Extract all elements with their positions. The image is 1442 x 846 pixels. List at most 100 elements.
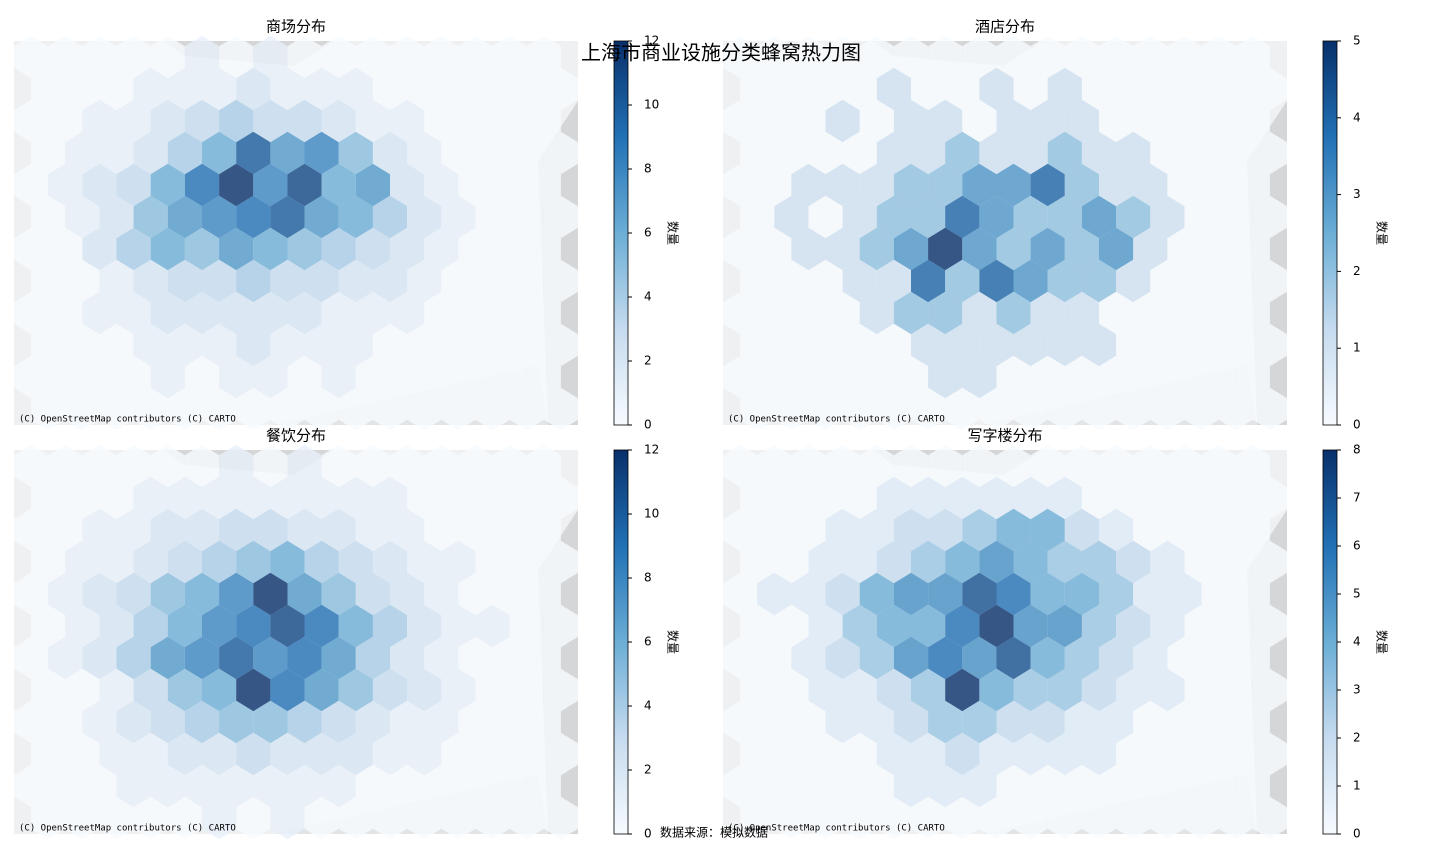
colorbar-tick-label: 0 [644, 827, 652, 841]
hex-cell [1081, 67, 1117, 111]
hex-cell [791, 764, 826, 808]
hex-cell [1047, 195, 1082, 239]
hex-cell [1013, 604, 1048, 648]
hex-cell [475, 604, 510, 648]
hex-cell [287, 444, 322, 488]
colorbar-tick-label: 2 [644, 763, 652, 777]
hex-cell [150, 572, 185, 616]
hex-cell [1252, 387, 1287, 431]
hex-cell [740, 476, 775, 520]
hex-cell [270, 259, 305, 303]
hex-cell [219, 35, 254, 79]
hex-cell [859, 572, 894, 616]
colorbar-label: 数量 [1375, 630, 1390, 654]
hex-cell [1252, 796, 1287, 840]
hex-cell [133, 387, 168, 431]
hex-cell [492, 227, 527, 271]
hex-cell [757, 764, 792, 808]
hex-cell [253, 355, 288, 399]
hex-cell [842, 67, 877, 111]
hex-cell [424, 355, 459, 399]
colorbar-tick-label: 12 [644, 443, 659, 457]
colorbar-tick-label: 5 [1353, 587, 1361, 601]
hex-cell [287, 227, 322, 271]
hex-cell [723, 700, 758, 744]
hex-cell [1133, 572, 1168, 616]
hex-cell [962, 700, 997, 744]
hex-cell [962, 291, 997, 335]
hex-cell [723, 35, 758, 79]
hex-cell [82, 508, 117, 552]
hex-cell [526, 700, 561, 744]
hex-cell [167, 604, 202, 648]
hex-cell [116, 99, 151, 143]
hex-cell [1116, 323, 1151, 367]
hex-cell [475, 540, 510, 584]
colorbar-tick-label: 6 [644, 226, 652, 240]
hex-cell [441, 67, 476, 111]
hex-cell [1150, 387, 1185, 431]
hex-cell [304, 195, 339, 239]
hex-cell [928, 163, 963, 207]
hex-cell [996, 291, 1031, 335]
hex-cell [184, 355, 220, 399]
hex-cell [338, 387, 373, 431]
hex-cell [945, 604, 980, 648]
hex-cell [928, 227, 963, 271]
hex-cell [740, 131, 775, 175]
hex-cell [1047, 540, 1082, 584]
hex-cell [270, 540, 305, 584]
hex-cell [219, 572, 254, 616]
hex-cell [133, 796, 168, 840]
hex-cell [740, 387, 775, 431]
hex-cell [1150, 323, 1185, 367]
hex-cell [1099, 444, 1134, 488]
hex-cell [321, 444, 356, 488]
hex-cell [791, 35, 826, 79]
hex-cell [979, 540, 1014, 584]
hex-cell [407, 540, 442, 584]
hex-cell [184, 227, 220, 271]
hex-cell [407, 796, 442, 840]
hex-cell [774, 67, 809, 111]
hex-cell [723, 227, 758, 271]
hex-cell [407, 668, 442, 712]
hex-cell [808, 668, 843, 712]
hex-cell [526, 291, 561, 335]
hex-cell [355, 700, 390, 744]
hex-cell [31, 476, 66, 520]
hex-cell [808, 67, 843, 111]
hex-cell [996, 572, 1031, 616]
colorbar-tick-label: 10 [644, 507, 659, 521]
colorbar-tick-label: 2 [1353, 731, 1361, 745]
hex-cell [48, 35, 83, 79]
hex-cell [31, 131, 66, 175]
hex-cell [167, 796, 202, 840]
hex-cell [167, 259, 202, 303]
hex-cell [825, 163, 860, 207]
colorbar-tick-label: 2 [644, 354, 652, 368]
hex-cell [475, 476, 510, 520]
hex-cell [236, 387, 271, 431]
hex-cell [1184, 195, 1219, 239]
hex-cell [945, 323, 980, 367]
hex-cell [1099, 355, 1134, 399]
hex-cell [509, 476, 544, 520]
hex-cell [150, 163, 185, 207]
hex-cell [1030, 163, 1065, 207]
hex-cell [441, 259, 476, 303]
hex-cell [1064, 572, 1099, 616]
hex-cell [526, 227, 561, 271]
hex-cell [321, 227, 356, 271]
hex-cell [441, 732, 476, 776]
hex-cell [1030, 764, 1065, 808]
hex-cell [1047, 259, 1082, 303]
hex-cell [31, 67, 66, 111]
hex-cell [492, 700, 527, 744]
hex-cell [458, 355, 493, 399]
hex-cell [48, 355, 83, 399]
hex-cell [150, 444, 185, 488]
hex-cell [116, 700, 151, 744]
hex-cell [202, 195, 237, 239]
hex-cell [791, 99, 826, 143]
